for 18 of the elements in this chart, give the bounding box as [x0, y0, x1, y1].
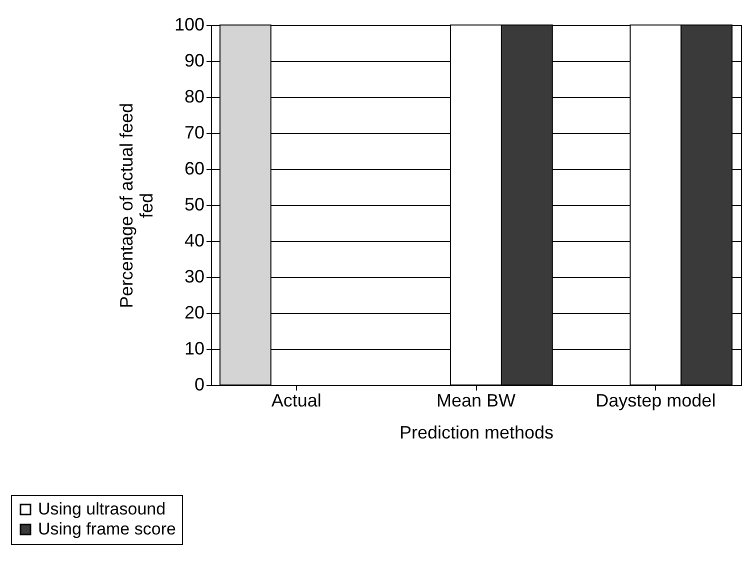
y-tick-label: 60 [184, 158, 204, 178]
y-tick-label: 70 [184, 122, 204, 142]
y-tick-label: 30 [184, 266, 204, 286]
y-tick-label: 90 [184, 50, 204, 70]
y-tick-label: 40 [184, 230, 204, 250]
y-axis-title: Percentage of actual feed fed [116, 102, 156, 308]
legend-label: Using ultrasound [38, 500, 166, 518]
x-axis-title: Prediction methods [399, 422, 554, 442]
y-tick-label: 10 [184, 338, 204, 358]
x-tick-label: Daystep model [596, 390, 716, 410]
legend-label: Using frame score [38, 520, 176, 538]
y-tick-label: 20 [184, 302, 204, 322]
y-tick-label: 0 [194, 374, 204, 394]
y-tick-label: 80 [184, 86, 204, 106]
y-tick-label: 100 [174, 14, 204, 34]
y-tick-label: 50 [184, 194, 204, 214]
x-tick-label: Mean BW [436, 390, 516, 410]
x-tick-label: Actual [271, 390, 322, 410]
